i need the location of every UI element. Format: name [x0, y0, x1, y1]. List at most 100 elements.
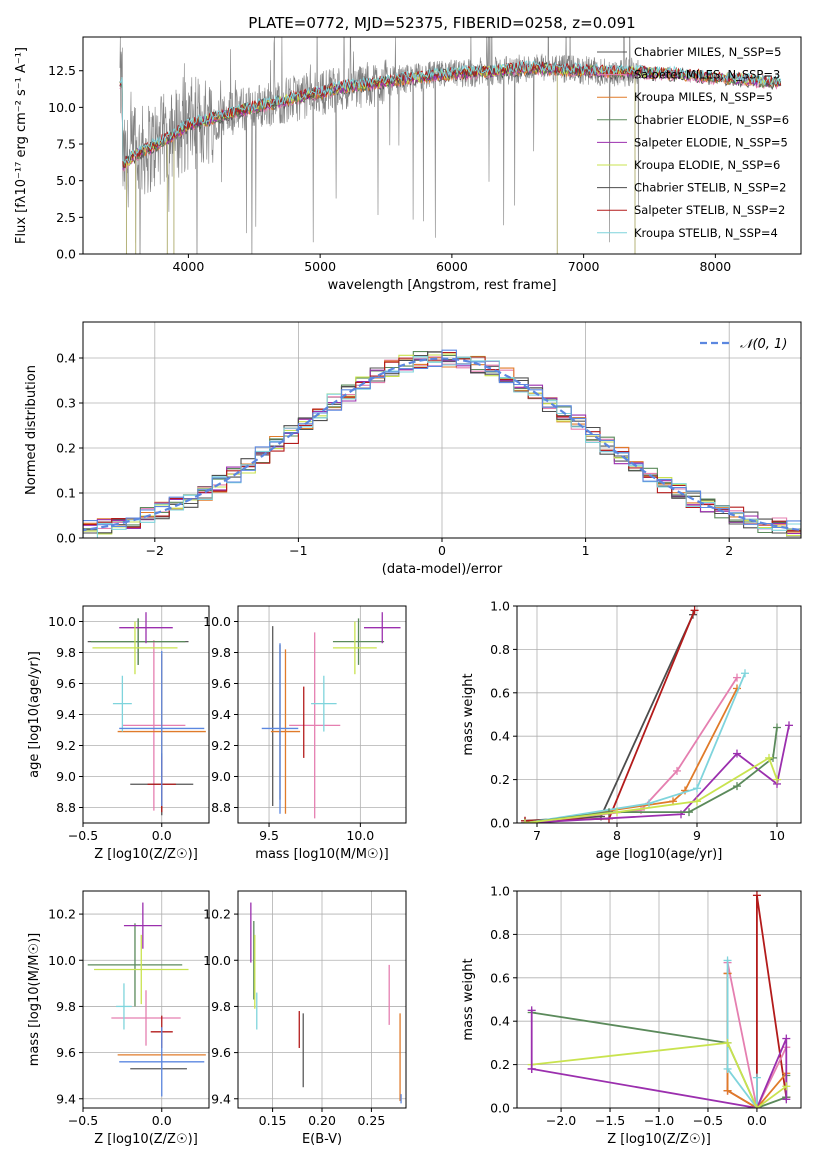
y-tick-label: 0.2: [56, 441, 76, 456]
series-line: [726, 960, 758, 1108]
x-axis-label: Z [log10(Z/Z☉)]: [94, 1132, 198, 1147]
y-axis-label: mass weight: [461, 958, 476, 1040]
y-axis-label: age [log10(age/yr)]: [27, 651, 42, 778]
y-tick-label: 9.4: [56, 707, 76, 722]
y-tick-label: 9.0: [56, 769, 76, 784]
x-tick-label: 1: [582, 543, 590, 558]
legend-label: Chabrier MILES, N_SSP=5: [634, 45, 781, 59]
legend-label: 𝒩(0, 1): [740, 337, 787, 352]
x-tick-label: 7: [533, 828, 541, 843]
x-tick-label: 4000: [172, 259, 204, 274]
y-tick-label: 9.6: [211, 676, 231, 691]
y-tick-label: 0.2: [490, 1057, 510, 1072]
x-tick-label: −1: [289, 543, 307, 558]
x-axis-label: wavelength [Angstrom, rest frame]: [328, 278, 557, 293]
y-tick-label: 10.2: [48, 907, 76, 922]
y-tick-label: 9.4: [56, 1091, 76, 1106]
y-tick-label: 0.8: [490, 642, 510, 657]
legend-label: Kroupa ELODIE, N_SSP=6: [634, 158, 780, 172]
y-tick-label: 0.0: [490, 1101, 510, 1116]
y-tick-label: 0.3: [56, 396, 76, 411]
panel-5: −0.5 0.0 9.4 9.6 9.8 10.0 10.2 Z [log10(Z/Z☉)] m…: [27, 890, 210, 1147]
legend-label: Salpeter STELIB, N_SSP=2: [634, 203, 785, 217]
model-spectrum: [119, 60, 782, 164]
panel-0: Chabrier MILES, N_SSP=5 Salpeter MILES, N…: [14, 14, 802, 293]
plot-area: [119, 37, 782, 254]
axes-frame: [82, 36, 802, 255]
y-tick-label: 2.5: [56, 210, 76, 225]
x-axis-label: age [log10(age/yr)]: [596, 847, 723, 862]
y-tick-label: 9.0: [211, 769, 231, 784]
plot-area: [250, 902, 402, 1104]
y-tick-label: 0.0: [490, 816, 510, 831]
y-tick-label: 12.5: [48, 63, 76, 78]
x-tick-label: 7000: [568, 259, 600, 274]
x-tick-label: −2.0: [546, 1113, 576, 1128]
y-tick-label: 1.0: [490, 884, 510, 899]
y-tick-label: 9.6: [56, 1045, 76, 1060]
y-tick-label: 9.6: [56, 676, 76, 691]
y-axis-label: Normed distribution: [24, 365, 39, 495]
x-tick-label: −1.5: [595, 1113, 625, 1128]
plot-area: [521, 606, 793, 823]
x-tick-label: −0.5: [693, 1113, 723, 1128]
y-axis-label: Flux [fλ10⁻¹⁷ erg cm⁻² s⁻¹ A⁻¹]: [14, 47, 29, 244]
x-tick-label: 9: [693, 828, 701, 843]
y-tick-label: 10.2: [203, 907, 231, 922]
x-tick-label: 9.5: [259, 828, 279, 843]
x-tick-label: 5000: [304, 259, 336, 274]
series-line: [531, 1041, 787, 1108]
y-tick-label: 10.0: [48, 953, 76, 968]
panel-1: 𝒩(0, 1) −2 −1 0 1 2 0.0 0.1 0.2 0.3 0.4 (data-model…: [24, 321, 802, 577]
y-tick-label: 5.0: [56, 173, 76, 188]
x-axis-label: Z [log10(Z/Z☉)]: [94, 847, 198, 862]
y-tick-label: 0.2: [490, 772, 510, 787]
x-tick-label: 0.15: [259, 1113, 287, 1128]
y-tick-label: 9.4: [211, 707, 231, 722]
y-tick-label: 9.4: [211, 1091, 231, 1106]
x-tick-label: 0.0: [747, 1113, 767, 1128]
x-tick-label: −2: [146, 543, 164, 558]
observed-spectrum: [119, 37, 640, 254]
y-tick-label: 10.0: [203, 953, 231, 968]
x-axis-label: mass [log10(M/M☉)]: [255, 847, 388, 862]
x-axis-label: E(B-V): [302, 1132, 342, 1147]
y-axis-label: mass weight: [461, 673, 476, 755]
x-tick-label: 10.0: [346, 828, 374, 843]
x-tick-label: 8000: [699, 259, 731, 274]
x-axis-label: (data-model)/error: [382, 562, 503, 577]
y-tick-label: 9.8: [211, 645, 231, 660]
y-tick-label: 0.8: [490, 927, 510, 942]
y-tick-label: 0.0: [56, 247, 76, 262]
y-tick-label: 9.6: [211, 1045, 231, 1060]
x-tick-label: 0.0: [152, 828, 172, 843]
x-tick-label: 0.25: [357, 1113, 385, 1128]
y-tick-label: 7.5: [56, 137, 76, 152]
legend-label: Chabrier STELIB, N_SSP=2: [634, 181, 786, 195]
panel-2: −0.5 0.0 8.8 9.0 9.2 9.4 9.6 9.8 10.0 Z [log10(Z/…: [27, 605, 210, 862]
y-tick-label: 0.1: [56, 486, 76, 501]
y-tick-label: 9.8: [56, 645, 76, 660]
x-tick-label: −1.0: [644, 1113, 674, 1128]
y-tick-label: 0.0: [56, 531, 76, 546]
axes-frame: [516, 605, 802, 824]
x-tick-label: −0.5: [68, 828, 98, 843]
x-axis-label: Z [log10(Z/Z☉)]: [607, 1132, 711, 1147]
y-tick-label: 9.8: [56, 999, 76, 1014]
plot-area: [87, 612, 206, 816]
normal-curve: [83, 357, 801, 532]
y-axis-label: mass [log10(M/M☉)]: [27, 933, 42, 1066]
legend-label: Kroupa MILES, N_SSP=5: [634, 90, 773, 104]
x-tick-label: 0: [438, 543, 446, 558]
legend-label: Chabrier ELODIE, N_SSP=6: [634, 113, 789, 127]
plot-area: [87, 902, 206, 1097]
x-tick-label: −0.5: [68, 1113, 98, 1128]
plot-area: [261, 612, 401, 819]
series-line: [531, 1038, 788, 1108]
panel-6: 0.15 0.20 0.25 9.4 9.6 9.8 10.0 10.2 E(B-V): [203, 890, 407, 1147]
legend-label: Salpeter ELODIE, N_SSP=5: [634, 135, 788, 149]
x-tick-label: 8: [613, 828, 621, 843]
series-line: [726, 962, 788, 1108]
series-line: [524, 672, 746, 823]
